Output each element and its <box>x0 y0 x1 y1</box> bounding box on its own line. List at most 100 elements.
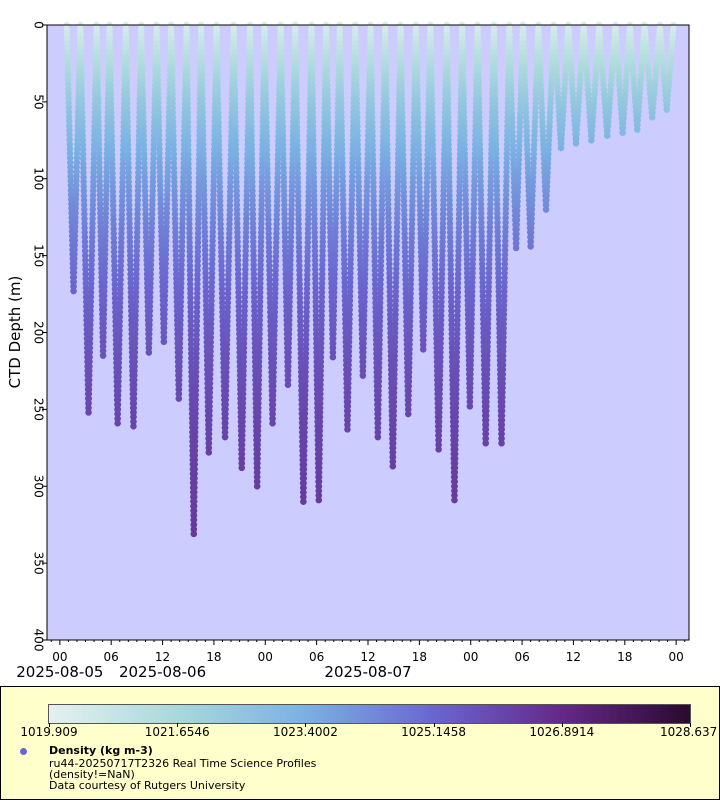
data-point <box>451 496 458 504</box>
data-point <box>278 77 286 84</box>
data-point <box>274 156 282 163</box>
data-point <box>171 174 178 181</box>
data-point <box>153 40 161 47</box>
data-point <box>271 336 278 344</box>
data-point <box>169 104 177 112</box>
data-point <box>126 233 134 241</box>
data-point <box>247 49 254 56</box>
data-point <box>214 91 222 98</box>
data-point <box>85 409 92 416</box>
data-point <box>216 193 224 200</box>
data-point <box>96 200 104 208</box>
data-point <box>262 63 269 70</box>
data-point <box>133 252 140 259</box>
data-point <box>169 95 176 103</box>
data-point <box>219 322 226 330</box>
data-point <box>251 321 258 329</box>
data-point <box>197 26 205 33</box>
data-point <box>256 340 263 347</box>
data-point <box>274 169 281 177</box>
data-point <box>81 210 88 218</box>
data-point <box>193 336 200 343</box>
data-point <box>127 266 134 273</box>
data-point <box>249 192 256 199</box>
data-point <box>74 145 81 153</box>
data-point <box>257 238 265 245</box>
data-point <box>164 164 172 171</box>
data-point <box>147 289 154 296</box>
data-point <box>150 164 157 172</box>
data-point <box>187 294 194 302</box>
data-point <box>125 187 133 195</box>
data-point <box>263 109 270 117</box>
data-point <box>198 53 205 61</box>
data-point <box>278 54 285 61</box>
data-point <box>259 150 266 158</box>
data-point <box>179 187 187 195</box>
data-point <box>156 141 163 148</box>
data-point <box>265 220 272 228</box>
data-point <box>70 287 77 295</box>
data-point <box>225 276 232 283</box>
data-point <box>198 58 205 65</box>
data-point <box>143 247 150 255</box>
data-point <box>119 165 127 172</box>
data-point <box>67 182 75 189</box>
data-point <box>258 201 265 209</box>
data-point <box>183 26 190 33</box>
data-point <box>187 290 194 297</box>
data-point <box>96 191 104 199</box>
data-point <box>242 257 249 264</box>
data-point <box>232 160 240 167</box>
data-point <box>148 210 156 218</box>
data-point <box>192 364 200 371</box>
data-point <box>201 228 209 236</box>
data-point <box>274 174 281 181</box>
data-point <box>74 131 81 139</box>
data-point <box>269 415 276 422</box>
data-point <box>188 354 195 362</box>
data-point <box>171 215 179 222</box>
data-point <box>216 165 223 172</box>
data-point <box>184 81 191 89</box>
data-point <box>168 67 176 75</box>
data-point <box>200 141 207 148</box>
data-point <box>186 253 194 260</box>
data-point <box>102 196 110 203</box>
data-point <box>192 415 199 422</box>
data-point <box>198 67 206 75</box>
data-point <box>274 188 281 195</box>
data-point <box>201 233 209 240</box>
data-point <box>180 160 187 167</box>
data-point <box>147 266 155 273</box>
data-point <box>232 114 239 121</box>
data-point <box>270 350 278 357</box>
data-point <box>158 223 165 231</box>
data-point <box>177 303 184 310</box>
data-point <box>200 173 208 180</box>
data-point <box>232 137 239 144</box>
data-point <box>162 255 169 263</box>
data-point <box>106 49 114 56</box>
data-point <box>272 276 279 283</box>
data-point <box>249 178 256 186</box>
data-point <box>65 95 72 102</box>
data-point <box>82 275 89 282</box>
data-point <box>74 136 81 143</box>
data-point <box>95 145 103 153</box>
data-point <box>259 155 266 162</box>
data-point <box>180 174 187 181</box>
data-point <box>148 224 155 232</box>
data-point <box>148 229 155 236</box>
data-point <box>170 150 177 158</box>
data-point <box>171 187 178 195</box>
data-point <box>183 63 191 70</box>
data-point <box>217 220 224 228</box>
data-point <box>135 137 143 144</box>
data-point <box>240 344 248 352</box>
data-point <box>101 278 108 286</box>
data-point <box>202 279 209 286</box>
data-point <box>133 233 141 241</box>
data-point <box>155 109 162 116</box>
data-point <box>190 530 197 538</box>
